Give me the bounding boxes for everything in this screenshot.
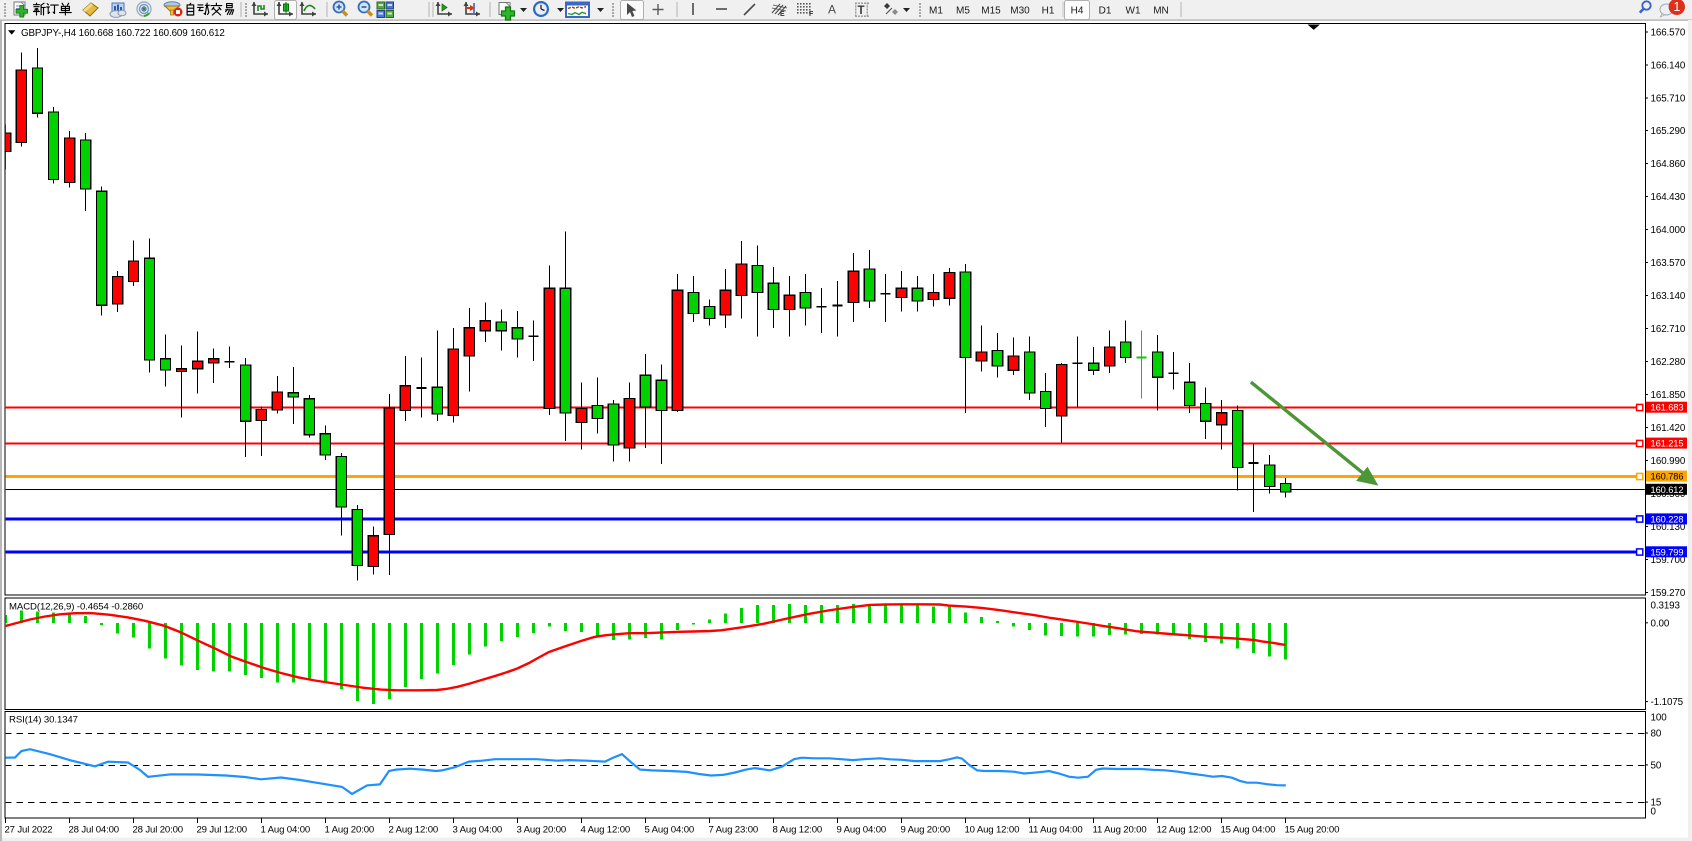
- svg-text:162.280: 162.280: [1651, 357, 1686, 368]
- svg-text:11 Aug 20:00: 11 Aug 20:00: [1093, 825, 1147, 836]
- svg-text:165.710: 165.710: [1651, 94, 1686, 105]
- svg-text:163.140: 163.140: [1651, 291, 1686, 302]
- svg-text:10 Aug 12:00: 10 Aug 12:00: [965, 825, 1020, 836]
- svg-text:161.215: 161.215: [1651, 439, 1684, 449]
- svg-text:166.140: 166.140: [1651, 61, 1686, 72]
- svg-text:M15: M15: [981, 6, 1001, 17]
- svg-text:80: 80: [1651, 729, 1662, 740]
- svg-text:9 Aug 04:00: 9 Aug 04:00: [837, 825, 887, 836]
- svg-text:11 Aug 04:00: 11 Aug 04:00: [1029, 825, 1083, 836]
- svg-text:M1: M1: [929, 6, 943, 17]
- svg-text:1: 1: [1673, 0, 1680, 14]
- svg-text:H4: H4: [1071, 6, 1084, 17]
- svg-text:15: 15: [1651, 798, 1662, 809]
- svg-text:28 Jul 04:00: 28 Jul 04:00: [69, 825, 119, 836]
- svg-text:A: A: [828, 3, 836, 17]
- svg-text:9 Aug 20:00: 9 Aug 20:00: [901, 825, 951, 836]
- svg-text:161.683: 161.683: [1651, 403, 1684, 413]
- svg-text:160.612: 160.612: [1651, 485, 1684, 495]
- svg-text:161.420: 161.420: [1651, 423, 1686, 434]
- svg-text:M30: M30: [1010, 6, 1030, 17]
- svg-text:161.850: 161.850: [1651, 390, 1686, 401]
- svg-text:15 Aug 20:00: 15 Aug 20:00: [1285, 825, 1340, 836]
- svg-text:166.570: 166.570: [1651, 28, 1686, 39]
- svg-text:7 Aug 23:00: 7 Aug 23:00: [709, 825, 759, 836]
- svg-text:27 Jul 2022: 27 Jul 2022: [5, 825, 53, 836]
- svg-text:100: 100: [1651, 712, 1668, 723]
- svg-text:H1: H1: [1042, 6, 1055, 17]
- svg-text:0: 0: [1651, 807, 1657, 818]
- svg-text:50: 50: [1651, 761, 1662, 772]
- svg-text:T: T: [858, 5, 865, 17]
- svg-text:1 Aug 04:00: 1 Aug 04:00: [261, 825, 311, 836]
- svg-text:0.00: 0.00: [1651, 618, 1670, 629]
- svg-text:1 Aug 20:00: 1 Aug 20:00: [325, 825, 375, 836]
- svg-text:E: E: [780, 11, 785, 18]
- svg-text:M5: M5: [956, 6, 970, 17]
- svg-text:0.3193: 0.3193: [1651, 600, 1681, 611]
- svg-text:D1: D1: [1099, 6, 1112, 17]
- svg-text:28 Jul 20:00: 28 Jul 20:00: [133, 825, 183, 836]
- svg-text:160.228: 160.228: [1651, 514, 1684, 524]
- svg-text:GBPJPY-,H4 160.668 160.722 16: GBPJPY-,H4 160.668 160.722 160.609 160.6…: [21, 28, 225, 39]
- svg-text:F: F: [809, 11, 814, 18]
- svg-text:8 Aug 12:00: 8 Aug 12:00: [773, 825, 823, 836]
- svg-text:162.710: 162.710: [1651, 324, 1686, 335]
- svg-text:159.700: 159.700: [1651, 555, 1686, 566]
- svg-text:MACD(12,26,9) -0.4654 -0.2860: MACD(12,26,9) -0.4654 -0.2860: [9, 602, 143, 613]
- svg-text:-1.1075: -1.1075: [1651, 697, 1684, 708]
- svg-text:159.799: 159.799: [1651, 547, 1684, 557]
- svg-text:W1: W1: [1126, 6, 1141, 17]
- svg-text:164.430: 164.430: [1651, 192, 1686, 203]
- svg-text:163.570: 163.570: [1651, 258, 1686, 269]
- svg-text:165.290: 165.290: [1651, 126, 1686, 137]
- svg-text:5 Aug 04:00: 5 Aug 04:00: [645, 825, 695, 836]
- svg-text:160.786: 160.786: [1651, 472, 1684, 482]
- svg-text:2 Aug 12:00: 2 Aug 12:00: [389, 825, 439, 836]
- svg-text:4 Aug 12:00: 4 Aug 12:00: [581, 825, 631, 836]
- svg-text:3 Aug 04:00: 3 Aug 04:00: [453, 825, 503, 836]
- svg-text:MN: MN: [1153, 6, 1169, 17]
- svg-text:160.130: 160.130: [1651, 522, 1686, 533]
- svg-text:160.990: 160.990: [1651, 456, 1686, 467]
- svg-text:159.270: 159.270: [1651, 588, 1686, 599]
- svg-text:RSI(14) 30.1347: RSI(14) 30.1347: [9, 715, 78, 726]
- svg-text:164.860: 164.860: [1651, 159, 1686, 170]
- svg-text:3 Aug 20:00: 3 Aug 20:00: [517, 825, 567, 836]
- svg-text:12 Aug 12:00: 12 Aug 12:00: [1157, 825, 1212, 836]
- svg-text:164.000: 164.000: [1651, 225, 1686, 236]
- svg-text:15 Aug 04:00: 15 Aug 04:00: [1221, 825, 1276, 836]
- svg-text:29 Jul 12:00: 29 Jul 12:00: [197, 825, 247, 836]
